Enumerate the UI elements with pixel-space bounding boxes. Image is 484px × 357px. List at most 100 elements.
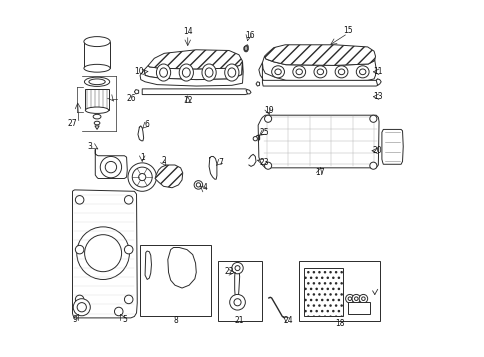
Circle shape bbox=[369, 115, 376, 122]
Text: 19: 19 bbox=[263, 106, 273, 115]
Text: 22: 22 bbox=[225, 267, 234, 276]
Circle shape bbox=[132, 167, 152, 187]
Polygon shape bbox=[245, 90, 251, 94]
Polygon shape bbox=[243, 45, 248, 52]
Text: 24: 24 bbox=[283, 316, 292, 325]
Polygon shape bbox=[134, 90, 138, 94]
Circle shape bbox=[194, 181, 202, 189]
Circle shape bbox=[231, 262, 242, 274]
Polygon shape bbox=[262, 56, 376, 81]
Polygon shape bbox=[167, 247, 196, 288]
Polygon shape bbox=[256, 82, 259, 86]
Polygon shape bbox=[381, 130, 402, 164]
Ellipse shape bbox=[292, 66, 305, 78]
Circle shape bbox=[76, 227, 129, 280]
Polygon shape bbox=[95, 149, 127, 178]
Text: 5: 5 bbox=[122, 315, 127, 324]
Polygon shape bbox=[148, 50, 242, 69]
Circle shape bbox=[233, 299, 241, 306]
Ellipse shape bbox=[93, 114, 101, 119]
Ellipse shape bbox=[338, 69, 344, 75]
Polygon shape bbox=[258, 62, 378, 86]
Text: 18: 18 bbox=[334, 319, 344, 328]
Ellipse shape bbox=[227, 68, 235, 77]
Ellipse shape bbox=[201, 64, 216, 81]
Circle shape bbox=[264, 115, 271, 122]
Bar bbox=[217, 261, 262, 321]
Circle shape bbox=[369, 162, 376, 169]
Ellipse shape bbox=[159, 68, 167, 77]
Polygon shape bbox=[144, 61, 242, 80]
Circle shape bbox=[77, 303, 86, 312]
Ellipse shape bbox=[356, 66, 368, 78]
Text: 21: 21 bbox=[234, 316, 244, 325]
Ellipse shape bbox=[295, 69, 302, 75]
Text: 4: 4 bbox=[202, 183, 207, 192]
Text: 11: 11 bbox=[373, 67, 382, 76]
Text: 13: 13 bbox=[373, 92, 382, 101]
Bar bbox=[348, 302, 369, 315]
Text: 8: 8 bbox=[173, 316, 178, 325]
Circle shape bbox=[361, 297, 364, 301]
Text: 6: 6 bbox=[144, 120, 150, 129]
Circle shape bbox=[75, 295, 84, 304]
Text: 17: 17 bbox=[315, 167, 324, 177]
Bar bbox=[298, 261, 379, 321]
Polygon shape bbox=[142, 89, 247, 95]
Text: 7: 7 bbox=[218, 158, 223, 167]
Circle shape bbox=[124, 196, 133, 204]
Circle shape bbox=[105, 161, 116, 173]
Text: 23: 23 bbox=[258, 158, 268, 167]
Polygon shape bbox=[73, 190, 137, 318]
Circle shape bbox=[264, 162, 271, 169]
Text: 26: 26 bbox=[126, 94, 136, 103]
Circle shape bbox=[229, 295, 245, 310]
Ellipse shape bbox=[271, 66, 284, 78]
Ellipse shape bbox=[334, 66, 347, 78]
Polygon shape bbox=[264, 45, 375, 65]
Circle shape bbox=[358, 295, 367, 303]
Ellipse shape bbox=[94, 121, 100, 125]
Ellipse shape bbox=[84, 37, 110, 46]
Circle shape bbox=[138, 174, 146, 181]
Circle shape bbox=[354, 297, 357, 301]
Text: 3: 3 bbox=[87, 142, 92, 151]
Circle shape bbox=[73, 299, 90, 316]
Ellipse shape bbox=[156, 64, 170, 81]
Circle shape bbox=[196, 183, 200, 187]
Ellipse shape bbox=[89, 79, 105, 85]
Circle shape bbox=[75, 245, 84, 254]
Ellipse shape bbox=[359, 69, 365, 75]
Circle shape bbox=[235, 266, 240, 271]
Text: 2: 2 bbox=[161, 156, 166, 165]
Circle shape bbox=[345, 295, 353, 303]
Ellipse shape bbox=[224, 64, 239, 81]
Ellipse shape bbox=[313, 66, 326, 78]
Text: 15: 15 bbox=[342, 26, 352, 35]
Text: 9: 9 bbox=[72, 315, 77, 324]
Polygon shape bbox=[155, 165, 182, 188]
Ellipse shape bbox=[205, 68, 212, 77]
Text: 20: 20 bbox=[372, 146, 382, 155]
Circle shape bbox=[75, 196, 84, 204]
Text: 1: 1 bbox=[139, 154, 144, 162]
Circle shape bbox=[100, 156, 121, 178]
Circle shape bbox=[128, 163, 156, 191]
Circle shape bbox=[124, 245, 133, 254]
Circle shape bbox=[124, 295, 133, 304]
Text: 25: 25 bbox=[258, 128, 268, 137]
Polygon shape bbox=[95, 126, 99, 130]
Ellipse shape bbox=[317, 69, 323, 75]
Circle shape bbox=[253, 136, 257, 141]
Bar bbox=[85, 89, 108, 110]
Polygon shape bbox=[257, 115, 378, 168]
Text: 16: 16 bbox=[244, 31, 254, 40]
Ellipse shape bbox=[244, 46, 247, 51]
Ellipse shape bbox=[84, 77, 109, 86]
Bar bbox=[303, 268, 342, 316]
Circle shape bbox=[84, 235, 121, 272]
Bar bbox=[84, 41, 110, 68]
Circle shape bbox=[351, 295, 360, 303]
Polygon shape bbox=[145, 251, 151, 280]
Polygon shape bbox=[376, 79, 380, 85]
